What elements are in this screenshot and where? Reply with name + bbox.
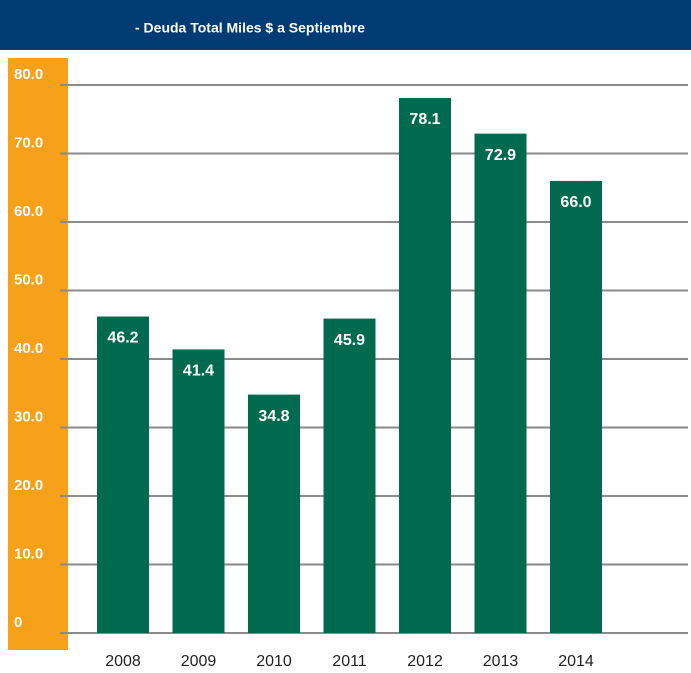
y-tick-label: 30.0 [14,408,43,425]
x-tick-label: 2014 [558,653,594,670]
bar [172,349,225,633]
x-tick-label: 2013 [483,653,519,670]
header-bar [0,0,691,50]
bar [248,394,300,633]
value-label: 46.2 [107,330,138,347]
value-label: 41.4 [183,363,214,380]
value-label: 78.1 [409,111,440,128]
bar [399,98,451,633]
y-tick-label: 60.0 [14,203,43,220]
chart-title: - Deuda Total Miles $ a Septiembre [135,20,365,36]
bar [97,316,149,633]
y-tick-label: 50.0 [14,271,43,288]
value-label: 72.9 [485,147,516,164]
bar [323,318,376,633]
y-tick-label: 40.0 [14,340,43,357]
y-tick-label: 70.0 [14,134,43,151]
x-tick-label: 2008 [105,653,141,670]
x-tick-label: 2011 [332,653,367,670]
y-tick-label: 10.0 [14,545,43,562]
value-label: 66.0 [560,194,591,211]
value-label: 45.9 [334,332,365,349]
x-tick-label: 2010 [256,653,292,670]
y-tick-label: 80.0 [14,66,43,83]
x-tick-label: 2012 [407,653,443,670]
axis-band [8,58,68,650]
x-tick-label: 2009 [181,653,217,670]
bar [550,180,602,633]
y-tick-label: 20.0 [14,477,43,494]
value-label: 34.8 [258,408,289,425]
bar [474,133,527,633]
y-tick-label: 0 [14,614,22,631]
